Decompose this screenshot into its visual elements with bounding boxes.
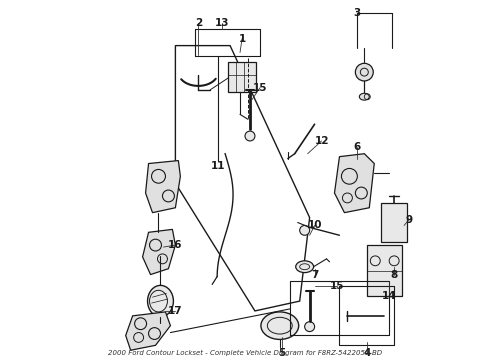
Ellipse shape — [359, 93, 369, 100]
Text: 2000 Ford Contour Lockset - Complete Vehicle Diagram for F8RZ-5422050-BD: 2000 Ford Contour Lockset - Complete Veh… — [108, 350, 382, 356]
Text: 7: 7 — [311, 270, 318, 280]
Text: 9: 9 — [406, 215, 413, 225]
Text: 14: 14 — [382, 291, 396, 301]
Polygon shape — [125, 312, 171, 350]
Text: 12: 12 — [314, 136, 329, 146]
Polygon shape — [146, 161, 180, 213]
Text: 6: 6 — [354, 142, 361, 152]
Text: 2: 2 — [195, 18, 202, 28]
Ellipse shape — [147, 285, 173, 317]
Bar — [228, 62, 256, 92]
Polygon shape — [335, 154, 374, 213]
Ellipse shape — [295, 261, 314, 273]
Text: 1: 1 — [239, 34, 245, 44]
Text: 5: 5 — [278, 348, 285, 358]
Text: 16: 16 — [168, 240, 183, 250]
Circle shape — [305, 322, 315, 332]
Text: 10: 10 — [307, 220, 322, 230]
Bar — [368, 245, 402, 296]
Bar — [381, 203, 407, 242]
Text: 3: 3 — [354, 8, 361, 18]
Ellipse shape — [261, 312, 299, 339]
Text: 15: 15 — [330, 282, 345, 291]
Circle shape — [355, 63, 373, 81]
Text: 11: 11 — [211, 162, 225, 171]
Text: 13: 13 — [215, 18, 229, 28]
Text: 15: 15 — [253, 83, 267, 93]
Text: 8: 8 — [391, 270, 398, 280]
Polygon shape — [143, 229, 175, 275]
Text: 17: 17 — [168, 306, 183, 316]
Text: 4: 4 — [364, 348, 371, 358]
Circle shape — [300, 225, 310, 235]
Circle shape — [245, 131, 255, 141]
